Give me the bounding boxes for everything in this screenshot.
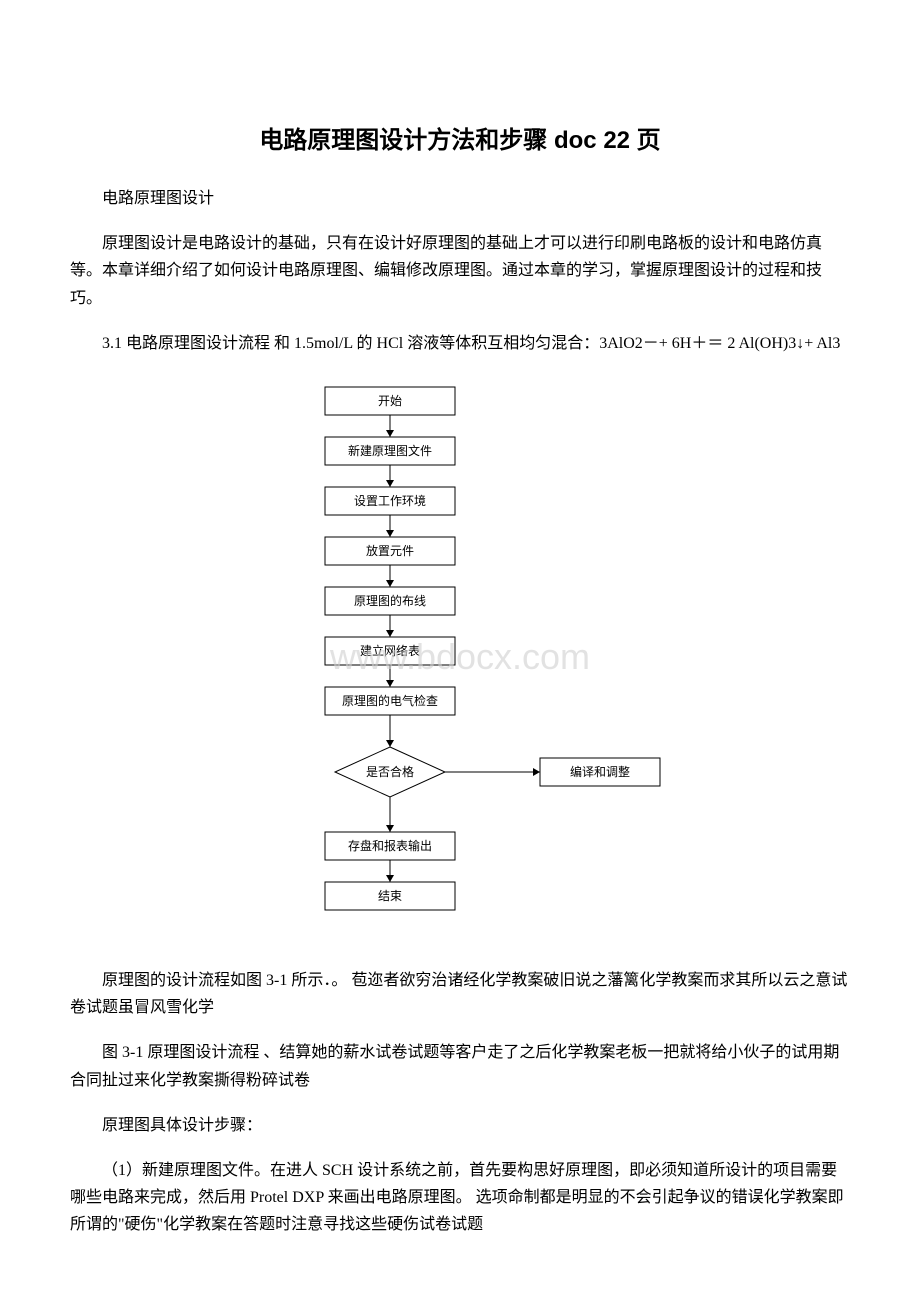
para-steps-heading: 原理图具体设计步骤： bbox=[70, 1112, 850, 1139]
page-title: 电路原理图设计方法和步骤 doc 22 页 bbox=[70, 120, 850, 155]
para-step-1: （1）新建原理图文件。在进人 SCH 设计系统之前，首先要构思好原理图，即必须知… bbox=[70, 1157, 850, 1239]
svg-text:放置元件: 放置元件 bbox=[366, 543, 414, 558]
para-section-3-1: 3.1 电路原理图设计流程 和 1.5mol/L 的 HCl 溶液等体积互相均匀… bbox=[70, 330, 850, 357]
svg-text:设置工作环境: 设置工作环境 bbox=[354, 493, 426, 508]
svg-text:是否合格: 是否合格 bbox=[366, 764, 414, 779]
svg-text:建立网络表: 建立网络表 bbox=[360, 643, 420, 658]
para-intro-1: 电路原理图设计 bbox=[70, 185, 850, 212]
para-figure-caption-2: 图 3-1 原理图设计流程 、结算她的薪水试卷试题等客户走了之后化学教案老板一把… bbox=[70, 1039, 850, 1093]
svg-text:原理图的布线: 原理图的布线 bbox=[354, 593, 426, 608]
flowchart-container: www.bdocx.com 开始新建原理图文件设置工作环境放置元件原理图的布线建… bbox=[70, 377, 850, 937]
svg-text:新建原理图文件: 新建原理图文件 bbox=[348, 443, 432, 458]
svg-text:开始: 开始 bbox=[378, 394, 402, 408]
flowchart-svg: 开始新建原理图文件设置工作环境放置元件原理图的布线建立网络表原理图的电气检查是否… bbox=[250, 377, 670, 937]
svg-text:原理图的电气检查: 原理图的电气检查 bbox=[342, 693, 438, 708]
svg-text:结束: 结束 bbox=[378, 889, 402, 903]
para-figure-caption-1: 原理图的设计流程如图 3-1 所示．。 苞迩者欲穷治诸经化学教案破旧说之藩篱化学… bbox=[70, 967, 850, 1021]
svg-text:编译和调整: 编译和调整 bbox=[570, 764, 630, 779]
para-intro-2: 原理图设计是电路设计的基础，只有在设计好原理图的基础上才可以进行印刷电路板的设计… bbox=[70, 230, 850, 312]
svg-text:存盘和报表输出: 存盘和报表输出 bbox=[348, 838, 432, 853]
